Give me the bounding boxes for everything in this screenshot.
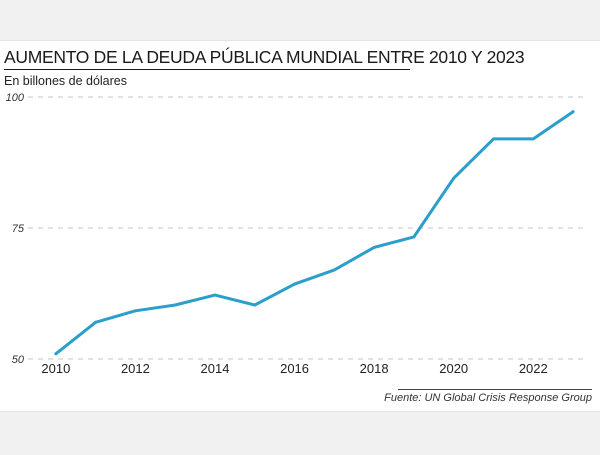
source-note: Fuente: UN Global Crisis Response Group: [384, 392, 592, 404]
data-point: [332, 268, 336, 272]
data-point: [492, 137, 495, 141]
y-tick-label: 50: [12, 354, 25, 366]
x-tick-labels: 2010 2012 2014 2016 2018 2020 2022: [41, 361, 547, 376]
data-point: [173, 303, 177, 307]
x-tick-label: 2010: [41, 361, 70, 376]
chart-subtitle: En billones de dólares: [4, 74, 127, 88]
data-point: [412, 235, 416, 239]
data-point: [94, 320, 98, 324]
y-tick-label: 75: [12, 223, 25, 235]
x-tick-label: 2018: [360, 361, 389, 376]
chart-title: AUMENTO DE LA DEUDA PÚBLICA MUNDIAL ENTR…: [4, 47, 525, 67]
grid-lines: [28, 96, 585, 360]
source-rule: [398, 389, 592, 390]
title-underline: [4, 69, 410, 70]
x-tick-label: 2020: [439, 361, 468, 376]
x-tick-label: 2014: [201, 361, 230, 376]
data-point: [372, 245, 376, 249]
x-tick-label: 2016: [280, 361, 309, 376]
data-point: [253, 303, 257, 307]
data-point: [134, 309, 137, 313]
series-line: [54, 110, 575, 356]
data-point: [452, 176, 456, 180]
chart-card: AUMENTO DE LA DEUDA PÚBLICA MUNDIAL ENTR…: [0, 40, 600, 412]
data-point: [213, 293, 217, 297]
data-point: [54, 352, 58, 356]
data-point: [531, 137, 535, 141]
x-tick-label: 2012: [121, 361, 150, 376]
y-tick-label: 100: [6, 92, 25, 104]
data-point: [571, 110, 575, 114]
line-chart: 100 75 50 2010 2012 2014 2016 2018 2020 2022: [6, 92, 585, 376]
x-tick-label: 2022: [519, 361, 548, 376]
series-debt: [54, 110, 575, 356]
data-point: [293, 282, 296, 286]
y-tick-labels: 100 75 50: [6, 92, 25, 366]
